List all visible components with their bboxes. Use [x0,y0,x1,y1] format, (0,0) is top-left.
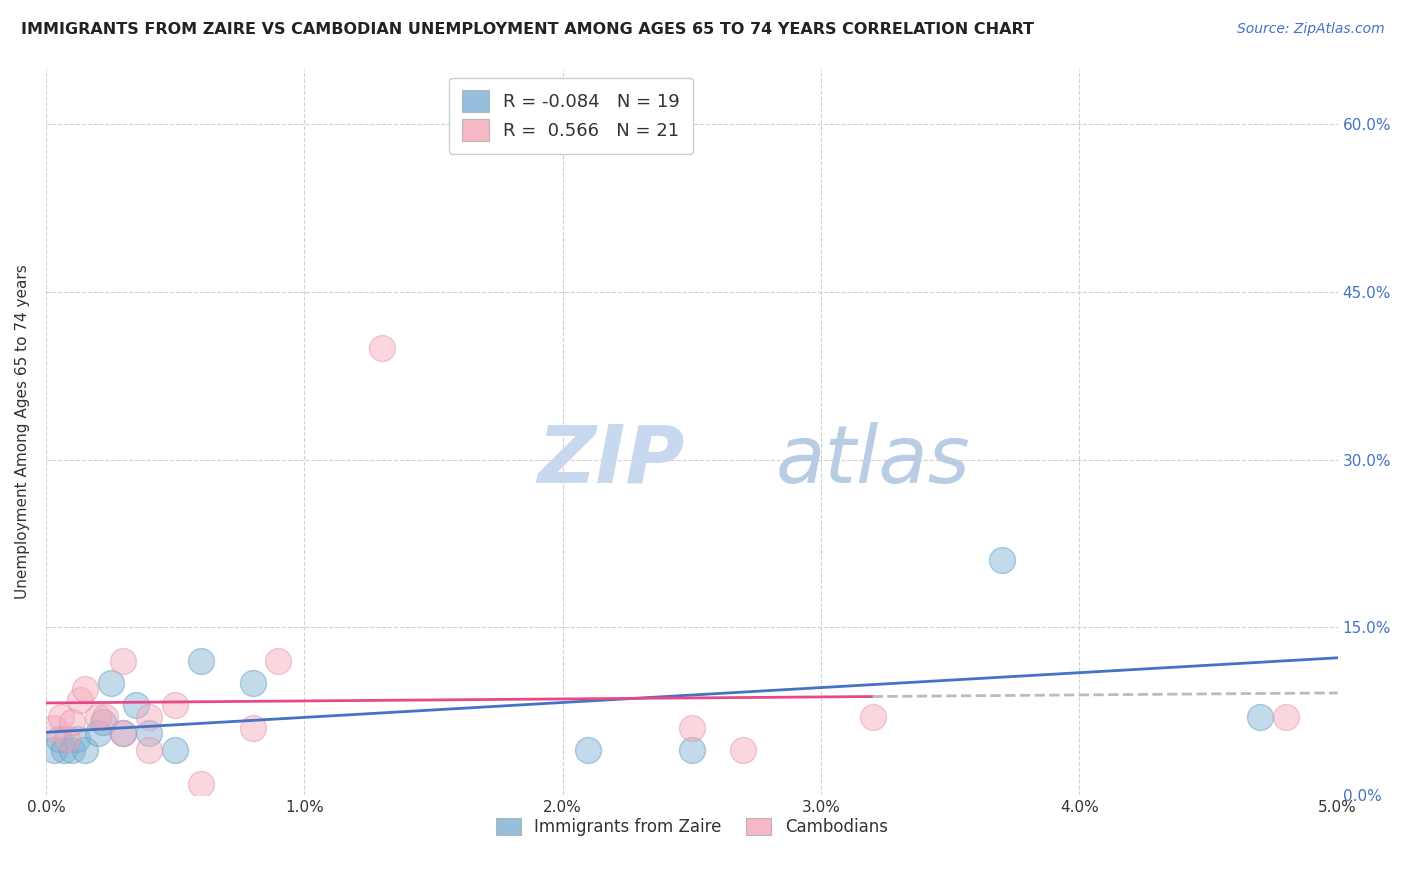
Point [190,776,212,790]
Point [42,721,65,735]
Point [91,715,114,730]
Point [862,709,884,723]
Point [60,715,83,730]
Point [242,721,264,735]
Point [112,726,135,740]
Y-axis label: Unemployment Among Ages 65 to 74 years: Unemployment Among Ages 65 to 74 years [15,264,30,599]
Legend: Immigrants from Zaire, Cambodians: Immigrants from Zaire, Cambodians [488,810,896,845]
Point [60,743,83,757]
Point [112,654,135,668]
Point [681,743,703,757]
Point [69,692,91,706]
Point [112,726,135,740]
Point [73,681,96,696]
Point [86,726,108,740]
Point [100,676,122,690]
Point [190,654,212,668]
Point [138,709,160,723]
Text: IMMIGRANTS FROM ZAIRE VS CAMBODIAN UNEMPLOYMENT AMONG AGES 65 TO 74 YEARS CORREL: IMMIGRANTS FROM ZAIRE VS CAMBODIAN UNEMP… [21,22,1033,37]
Point [165,743,187,757]
Point [55,731,77,746]
Point [86,709,108,723]
Point [125,698,148,713]
Point [48,731,70,746]
Point [73,743,96,757]
Point [42,743,65,757]
Point [138,743,160,757]
Point [1249,709,1271,723]
Point [578,743,600,757]
Point [242,676,264,690]
Point [733,743,755,757]
Text: atlas: atlas [776,422,970,500]
Point [165,698,187,713]
Point [991,553,1014,567]
Text: ZIP: ZIP [537,422,685,500]
Point [66,731,89,746]
Point [1275,709,1298,723]
Point [51,709,73,723]
Point [53,743,76,757]
Text: Source: ZipAtlas.com: Source: ZipAtlas.com [1237,22,1385,37]
Point [681,721,703,735]
Point [94,709,117,723]
Point [371,341,394,355]
Point [138,726,160,740]
Point [267,654,290,668]
